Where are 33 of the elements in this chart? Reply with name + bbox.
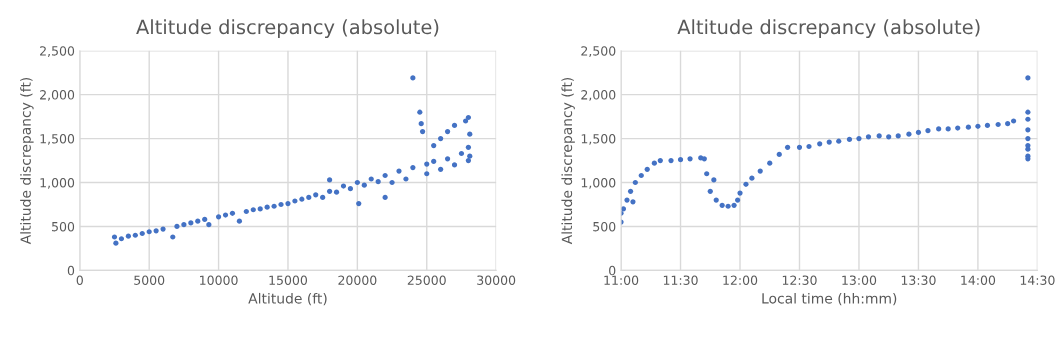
x-tick-label: 14:00: [961, 275, 996, 285]
y-tick-label: 500: [593, 221, 616, 232]
y-tick-label: 0: [67, 265, 75, 276]
x-tick-label: 20000: [338, 275, 377, 285]
x-axis-title: Altitude (ft): [248, 292, 327, 306]
y-tick-label: 1,000: [581, 177, 616, 189]
y-tick-label: 2,000: [40, 90, 75, 101]
x-tick-label: 30000: [477, 275, 516, 285]
y-tick-label: 1,500: [40, 134, 75, 145]
y-tick-label: 1,500: [581, 134, 616, 145]
x-tick-label: 5000: [134, 275, 165, 285]
y-tick-label: 0: [609, 265, 616, 276]
chart-title: Altitude discrepancy (absolute): [677, 19, 980, 39]
chart-title: Altitude discrepancy (absolute): [136, 19, 439, 39]
x-tick-label: 13:00: [842, 275, 877, 285]
x-tick-label: 11:00: [604, 275, 639, 285]
y-tick-label: 2,500: [40, 46, 75, 57]
x-tick-label: 12:30: [782, 275, 817, 285]
x-tick-label: 10000: [200, 275, 238, 285]
x-tick-label: 13:30: [901, 275, 936, 285]
y-tick-label: 500: [52, 221, 75, 232]
x-tick-label: 25000: [407, 275, 446, 285]
x-tick-label: 15000: [269, 275, 308, 285]
x-tick-label: 11:30: [663, 275, 698, 285]
x-tick-label: 0: [76, 275, 83, 285]
y-tick-label: 2,000: [581, 90, 616, 101]
y-tick-label: 2,500: [581, 46, 616, 57]
y-axis-title: Altitude discrepancy (ft): [561, 77, 575, 245]
y-axis-title: Altitude discrepancy (ft): [20, 77, 34, 245]
x-tick-label: 12:00: [723, 275, 758, 285]
x-axis-title: Local time (hh:mm): [762, 292, 897, 306]
y-tick-label: 1,000: [40, 177, 75, 189]
x-tick-label: 14:30: [1020, 275, 1055, 285]
